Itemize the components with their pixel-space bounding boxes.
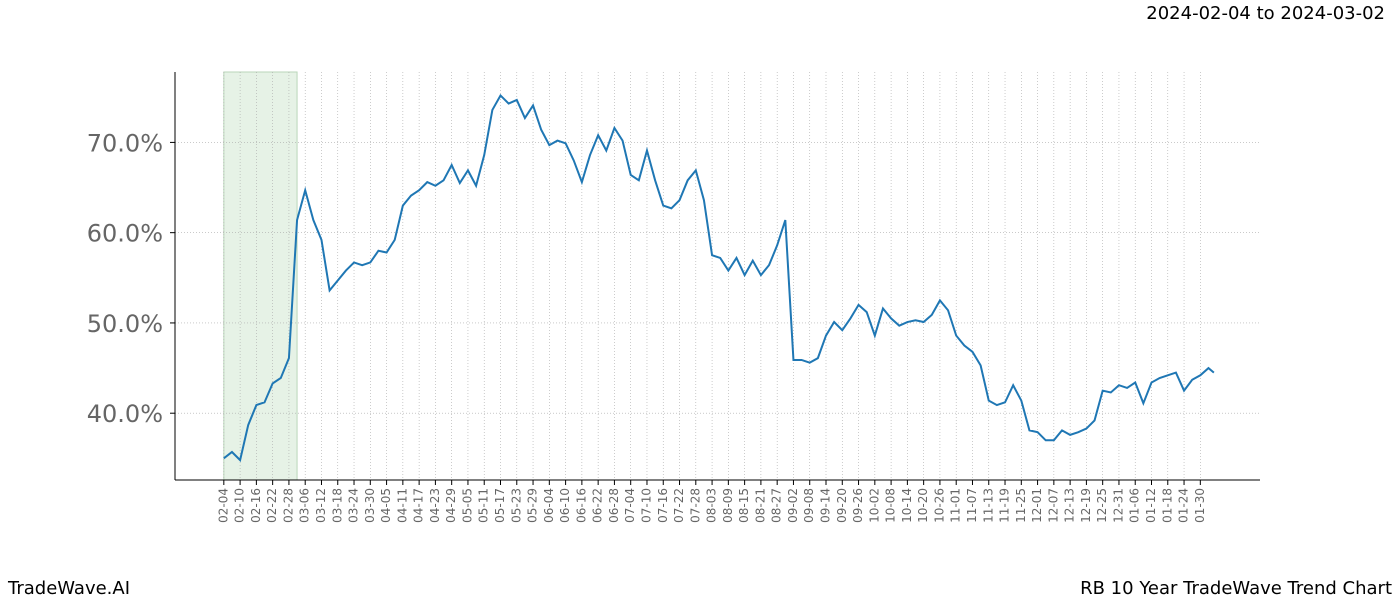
x-tick-label: 12-31 — [1111, 488, 1125, 523]
x-tick-label: 08-27 — [770, 488, 784, 523]
x-tick-label: 05-05 — [460, 488, 474, 523]
x-tick-label: 02-04 — [216, 488, 230, 523]
x-tick-label: 03-18 — [330, 488, 344, 523]
x-tick-label: 04-11 — [395, 488, 409, 523]
x-tick-label: 01-24 — [1177, 488, 1191, 523]
x-tick-label: 07-22 — [672, 488, 686, 523]
x-tick-label: 06-28 — [607, 488, 621, 523]
x-tick-label: 10-20 — [916, 488, 930, 523]
x-tick-label: 11-25 — [1014, 488, 1028, 523]
x-tick-label: 06-22 — [591, 488, 605, 523]
x-tick-label: 05-29 — [526, 488, 540, 523]
y-tick-label: 60.0% — [87, 220, 163, 248]
x-tick-label: 11-01 — [949, 488, 963, 523]
x-tick-label: 09-20 — [835, 488, 849, 523]
x-tick-label: 11-19 — [998, 488, 1012, 523]
trend-line — [223, 93, 1215, 463]
x-tick-label: 10-02 — [867, 488, 881, 523]
x-tick-label: 03-24 — [347, 488, 361, 523]
highlight-range — [223, 71, 298, 481]
x-tick-label: 03-30 — [363, 488, 377, 523]
x-tick-label: 12-01 — [1030, 488, 1044, 523]
x-tick-label: 11-13 — [981, 488, 995, 523]
x-tick-label: 01-06 — [1128, 488, 1142, 523]
x-tick-label: 05-23 — [509, 488, 523, 523]
x-tick-label: 11-07 — [965, 488, 979, 523]
x-tick-label: 04-23 — [428, 488, 442, 523]
x-tick-label: 12-07 — [1046, 488, 1060, 523]
x-tick-label: 03-06 — [298, 488, 312, 523]
x-tick-label: 06-10 — [558, 488, 572, 523]
x-tick-label: 10-26 — [932, 488, 946, 523]
x-tick-label: 02-22 — [265, 488, 279, 523]
x-tick-label: 08-15 — [737, 488, 751, 523]
x-tick-label: 07-28 — [688, 488, 702, 523]
x-tick-label: 08-03 — [705, 488, 719, 523]
x-tick-label: 05-17 — [493, 488, 507, 523]
x-tick-label: 08-21 — [753, 488, 767, 523]
x-tick-label: 09-08 — [802, 488, 816, 523]
x-tick-label: 12-19 — [1079, 488, 1093, 523]
x-tick-label: 02-10 — [233, 488, 247, 523]
x-tick-label: 10-08 — [884, 488, 898, 523]
x-tick-label: 07-04 — [623, 488, 637, 523]
brand: TradeWave.AI — [7, 578, 130, 599]
y-tick-label: 70.0% — [87, 129, 163, 157]
x-tick-label: 08-09 — [721, 488, 735, 523]
x-tick-label: 09-02 — [786, 488, 800, 523]
y-tick-label: 40.0% — [87, 400, 163, 428]
x-tick-label: 09-14 — [819, 488, 833, 523]
chart-title: RB 10 Year TradeWave Trend Chart — [1080, 578, 1392, 599]
x-tick-label: 01-18 — [1160, 488, 1174, 523]
x-tick-label: 07-16 — [656, 488, 670, 523]
x-tick-label: 06-16 — [574, 488, 588, 523]
x-tick-label: 02-28 — [281, 488, 295, 523]
x-tick-label: 04-29 — [444, 488, 458, 523]
x-tick-label: 02-16 — [249, 488, 263, 523]
x-tick-label: 09-26 — [851, 488, 865, 523]
y-tick-label: 50.0% — [87, 310, 163, 338]
x-tick-label: 12-13 — [1063, 488, 1077, 523]
x-tick-label: 10-14 — [900, 488, 914, 523]
x-tick-label: 07-10 — [639, 488, 653, 523]
x-tick-label: 06-04 — [542, 488, 556, 523]
x-tick-label: 04-05 — [379, 488, 393, 523]
x-tick-label: 04-17 — [412, 488, 426, 523]
x-tick-label: 01-12 — [1144, 488, 1158, 523]
date-range: 2024-02-04 to 2024-03-02 — [1146, 3, 1385, 24]
x-tick-label: 05-11 — [477, 488, 491, 523]
x-tick-label: 01-30 — [1193, 488, 1207, 523]
x-tick-label: 12-25 — [1095, 488, 1109, 523]
x-tick-label: 03-12 — [314, 488, 328, 523]
